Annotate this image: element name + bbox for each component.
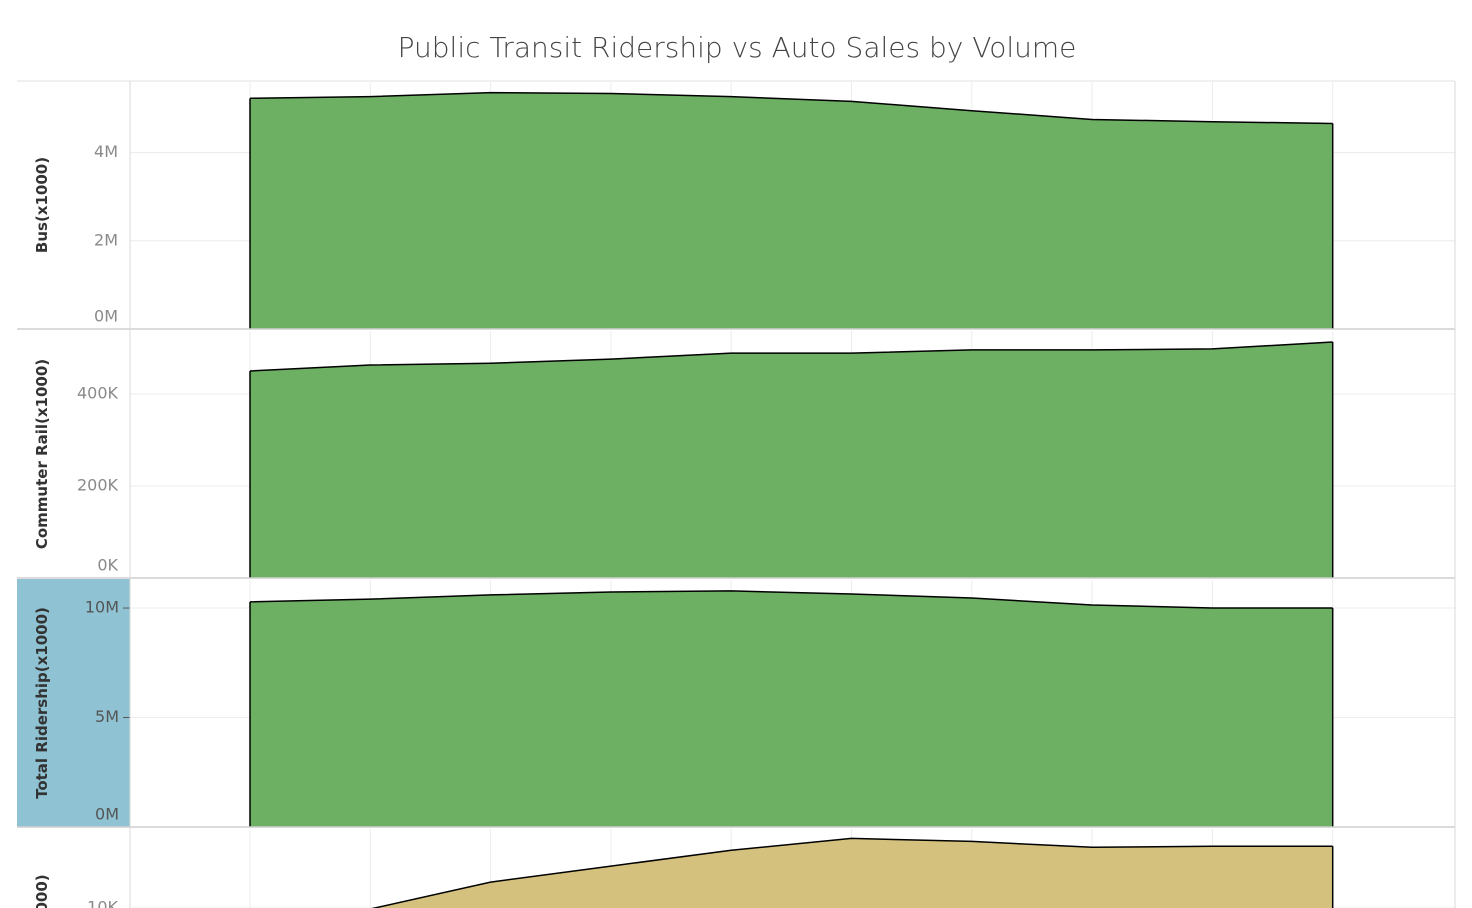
y-axis-title: Total Ridership(x1000) — [33, 607, 51, 799]
area — [250, 342, 1333, 578]
y-tick-label: 10K — [87, 897, 118, 908]
y-tick-label: 10M — [85, 598, 119, 617]
y-axis-title: Bus(x1000) — [33, 157, 51, 253]
area — [374, 838, 1333, 908]
y-axis-title: Auto Sales(x1000) — [33, 874, 51, 908]
area — [250, 590, 1333, 827]
area-outline — [249, 91, 1333, 125]
area-outline — [249, 590, 1333, 609]
area-outline — [249, 341, 1333, 372]
y-tick-label: 4M — [94, 142, 118, 161]
header-highlight — [17, 579, 130, 827]
area — [250, 92, 1333, 329]
y-axis-title: Commuter Rail(x1000) — [33, 359, 51, 549]
y-tick-label: 0K — [97, 556, 118, 575]
y-tick-label: 5M — [95, 707, 119, 726]
y-tick-label: 200K — [77, 476, 119, 495]
y-tick-label: 400K — [77, 384, 119, 403]
y-tick-label: 0M — [95, 805, 119, 824]
area-outline — [371, 837, 1333, 908]
chart-title: Public Transit Ridership vs Auto Sales b… — [398, 31, 1077, 64]
y-tick-label: 0M — [94, 307, 118, 326]
y-tick-label: 2M — [94, 230, 118, 249]
